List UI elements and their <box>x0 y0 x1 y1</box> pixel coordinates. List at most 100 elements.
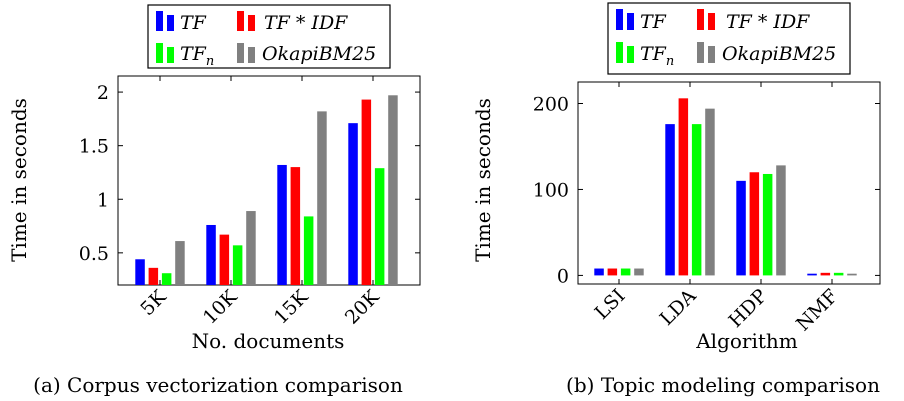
legend-a-item-tf: TF <box>156 11 207 34</box>
legend-a: TF TF * IDF TFn OkapiBM25 <box>147 4 391 69</box>
bar-a-tf-n-20k <box>374 168 385 285</box>
bar-a-tf-idf-5k <box>148 267 159 285</box>
bar-b-okapibm25-lda <box>705 108 715 276</box>
legend-b-item-okapi: OkapiBM25 <box>697 42 836 65</box>
bar-b-tf-n-hdp <box>762 173 773 276</box>
bar-b-tf-n-lda <box>691 124 702 276</box>
bar-b-tf-idf-lda <box>678 98 689 276</box>
legend-b-swatch-tfn <box>616 42 623 63</box>
legend-a-swatch-okapi <box>237 43 244 63</box>
x-axis-label-b: Algorithm <box>695 329 798 353</box>
x-tick-label-a: 5K <box>136 285 171 320</box>
bar-a-tf-n-10k <box>232 245 243 285</box>
legend-a-label-tf: TF <box>180 12 207 34</box>
legend-b-label-tfidf: TF * IDF <box>726 11 810 33</box>
legend-a-item-tfn: TFn <box>156 43 214 69</box>
plot-area-a <box>117 75 421 286</box>
bar-b-tf-idf-lsi <box>607 268 618 276</box>
y-axis-label-a: Time in seconds <box>7 98 31 262</box>
chart-a: TF TF * IDF TFn OkapiBM25 0.511.52 5K 10K… <box>7 4 421 397</box>
legend-b-label-tfn-sub: n <box>666 54 674 69</box>
x-tick-label-b: HDP <box>724 285 771 332</box>
bar-b-okapibm25-hdp <box>776 165 786 276</box>
bar-a-okapibm25-20k <box>388 95 398 285</box>
bar-a-tf-n-5k <box>161 273 172 285</box>
x-tick-label-a: 15K <box>270 285 313 328</box>
y-ticks-a: 0.5 1 1.5 2 <box>79 82 420 265</box>
bar-a-okapibm25-5k <box>175 241 185 285</box>
bar-a-tf-n-15k <box>303 216 314 285</box>
y-tick-label-a: 2 <box>97 82 109 104</box>
bar-b-tf-hdp <box>736 180 746 276</box>
y-tick-label-b: 0 <box>557 265 569 287</box>
y-tick-label-a: 1.5 <box>79 136 109 158</box>
caption-a: (a) Corpus vectorization comparison <box>33 373 403 397</box>
legend-b-item-tfn: TFn <box>616 42 674 69</box>
legend-b-swatch-okapi <box>697 42 704 63</box>
legend-a-label-tfn-base: TF <box>180 43 207 65</box>
bar-b-okapibm25-nmf <box>847 273 857 276</box>
legend-b-swatch-tf <box>616 9 623 30</box>
legend-b-item-tf: TF <box>616 9 667 33</box>
bar-a-tf-idf-20k <box>361 99 372 285</box>
legend-a-swatch-okapi <box>248 47 255 63</box>
legend-b-box <box>607 2 851 75</box>
legend-a-swatch-tfn <box>167 47 174 63</box>
bars-b <box>594 98 857 276</box>
bar-a-tf-idf-10k <box>219 234 230 285</box>
y-tick-label-b: 200 <box>533 93 569 115</box>
bars-a <box>135 95 398 286</box>
legend-a-label-tfn-sub: n <box>206 54 214 69</box>
bar-b-tf-lda <box>665 124 675 276</box>
legend-a-swatch-tfn <box>156 43 163 63</box>
bar-a-tf-15k <box>277 164 287 285</box>
plot-area-b <box>577 81 881 285</box>
bar-b-tf-idf-nmf <box>820 272 831 276</box>
bar-b-tf-n-lsi <box>620 268 631 276</box>
legend-a-label-tfn: TFn <box>180 43 214 69</box>
legend-a-swatch-tf <box>156 11 163 31</box>
x-tick-label-a: 10K <box>199 285 242 328</box>
legend-b-swatch-okapi <box>708 46 715 63</box>
y-tick-label-b: 100 <box>533 179 569 201</box>
bar-a-tf-5k <box>135 259 145 285</box>
legend-b-label-tfn-base: TF <box>640 43 667 65</box>
x-tick-label-b: NMF <box>792 285 842 335</box>
legend-b-swatch-tfidf <box>708 13 715 30</box>
x-ticks-b: LSI LDA HDP NMF <box>591 82 843 335</box>
legend-a-swatch-tfidf <box>237 11 244 31</box>
bar-b-tf-idf-hdp <box>749 172 760 276</box>
legend-a-label-tfidf: TF * IDF <box>264 12 348 34</box>
x-tick-label-b: LDA <box>656 285 701 330</box>
x-tick-label-a: 20K <box>341 285 384 328</box>
legend-a-box <box>147 4 391 69</box>
caption-b: (b) Topic modeling comparison <box>566 373 880 397</box>
y-tick-label-a: 1 <box>97 189 109 211</box>
bar-b-okapibm25-lsi <box>634 268 644 276</box>
bar-b-tf-nmf <box>807 273 817 276</box>
legend-b-swatch-tf <box>627 13 634 30</box>
legend-a-swatch-tfidf <box>248 15 255 31</box>
bar-a-tf-20k <box>348 123 358 285</box>
x-tick-label-b: LSI <box>591 285 630 324</box>
legend-a-swatch-tf <box>167 15 174 31</box>
legend-b-label-tfn: TFn <box>640 43 674 69</box>
legend-b-label-tf: TF <box>640 11 667 33</box>
legend-b-swatch-tfidf <box>697 9 704 30</box>
y-axis-label-b: Time in seconds <box>471 98 495 262</box>
bar-b-tf-lsi <box>594 268 604 276</box>
y-ticks-b: 0 100 200 <box>533 93 880 287</box>
y-tick-label-a: 0.5 <box>79 243 109 265</box>
bar-a-okapibm25-15k <box>317 111 327 286</box>
bar-a-tf-10k <box>206 224 216 285</box>
legend-b-label-okapi: OkapiBM25 <box>722 43 836 65</box>
x-ticks-a: 5K 10K 15K 20K <box>136 76 384 329</box>
legend-a-item-okapi: OkapiBM25 <box>237 43 376 65</box>
bar-b-tf-n-nmf <box>833 272 844 276</box>
legend-b: TF TF * IDF TFn OkapiBM25 <box>607 2 851 75</box>
x-axis-label-a: No. documents <box>192 329 345 353</box>
bar-a-tf-idf-15k <box>290 167 301 285</box>
legend-a-item-tfidf: TF * IDF <box>237 11 348 34</box>
